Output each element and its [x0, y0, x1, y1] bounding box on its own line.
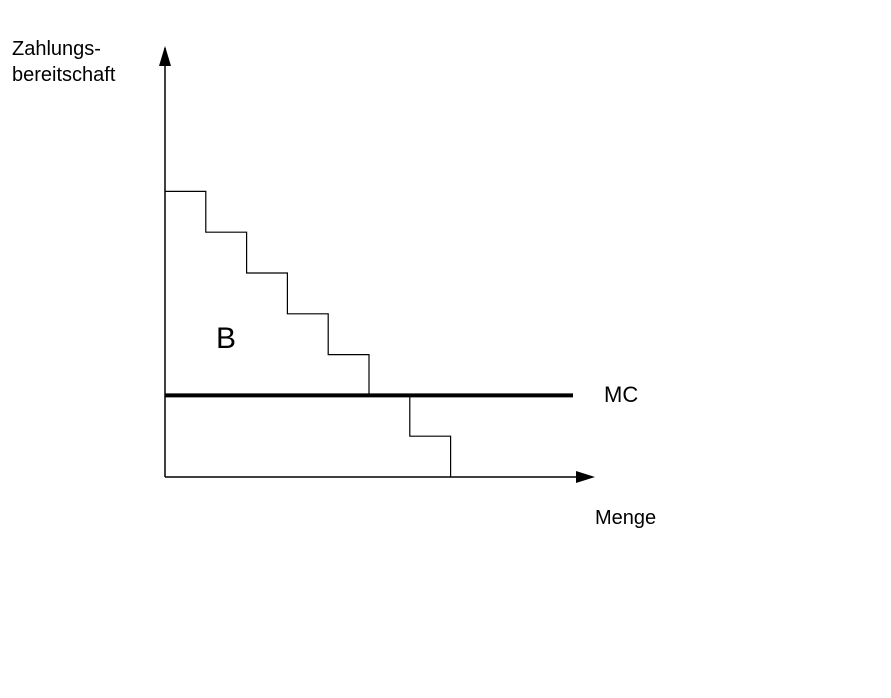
y-axis-label-line-2: bereitschaft	[12, 64, 116, 86]
x-axis-label: Menge	[595, 507, 657, 529]
x-axis-arrow-icon	[576, 471, 595, 483]
mc-label: MC	[604, 382, 639, 407]
y-axis-label-line-1: Zahlungs-	[12, 38, 101, 60]
y-axis-arrow-icon	[159, 46, 171, 66]
demand-step-line	[165, 190, 452, 477]
consumer-surplus-label: B	[216, 322, 237, 355]
